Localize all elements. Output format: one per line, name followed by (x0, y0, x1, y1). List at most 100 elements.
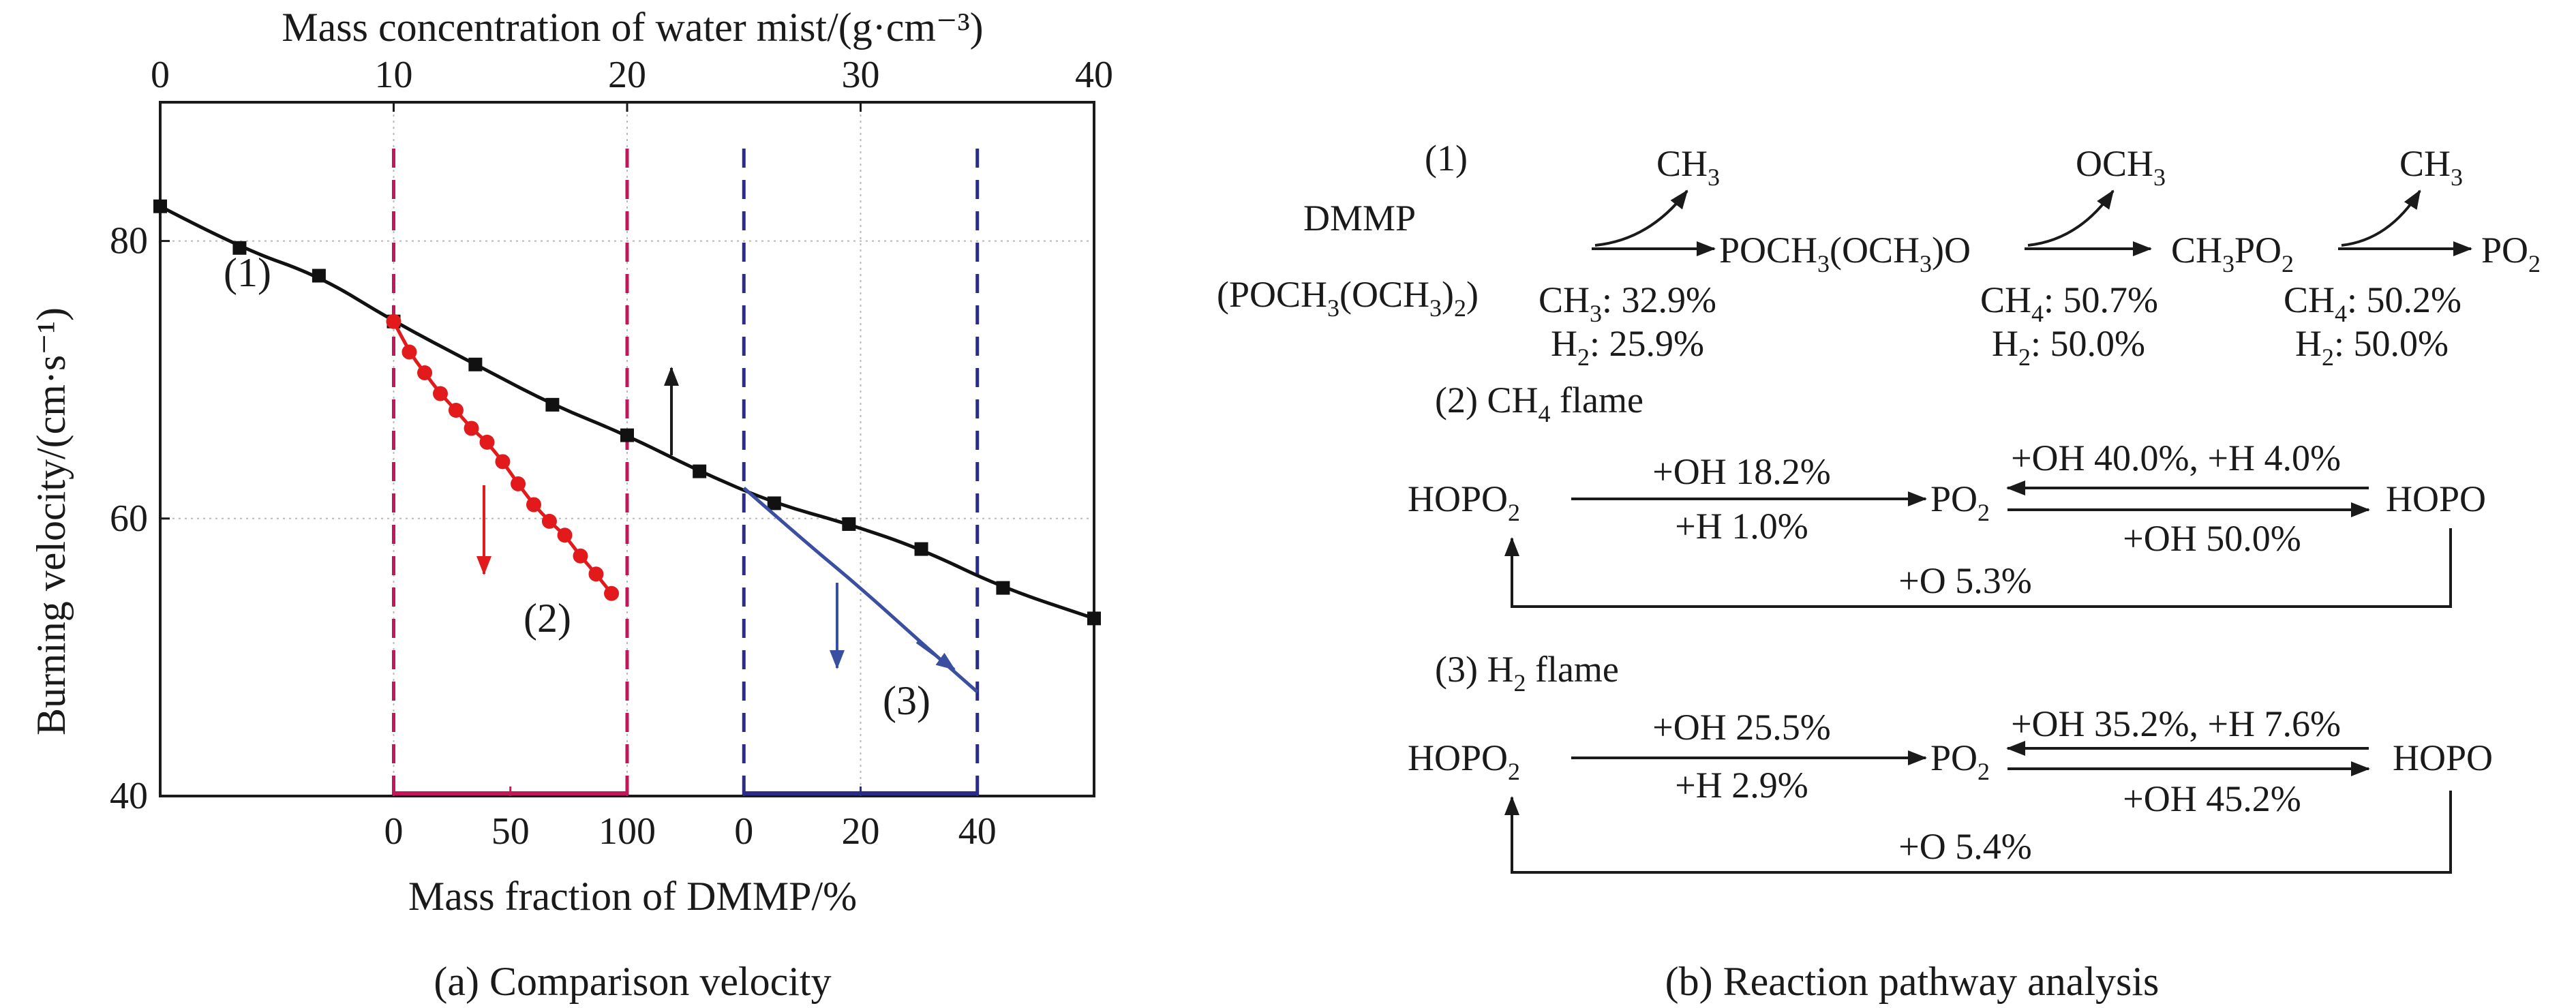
xtop-tick-label-10: 10 (375, 54, 413, 96)
loss1: CH3 (1656, 143, 1720, 191)
p2-fwd-bottom: +H 1.0% (1675, 506, 1808, 547)
grid (160, 102, 1094, 796)
series-2-point-9 (526, 497, 541, 513)
subaxis-2-tick-label-0: 0 (734, 810, 753, 853)
curve-label-1: (1) (224, 250, 271, 295)
xtop-tick-label-40: 40 (1075, 54, 1113, 96)
series-1-point-8 (767, 496, 781, 510)
pathway2-title: (2) CH4 flame (1435, 380, 1643, 427)
loss2: OCH3 (2076, 143, 2166, 191)
xtop-tick-label-20: 20 (608, 54, 646, 96)
p2-left: HOPO2 (1408, 478, 1520, 526)
p3-loop: +O 5.4% (1898, 826, 2031, 867)
p3-middle: PO2 (1930, 737, 1990, 785)
series-1-point-10 (914, 542, 928, 556)
r2-ch4-yield: CH4: 50.7% (1980, 279, 2158, 327)
step3-loss-arrow (2341, 189, 2421, 247)
series-1-point-6 (620, 428, 634, 442)
curve-label-2: (2) (524, 596, 571, 641)
step1-loss-arrow (1594, 189, 1688, 247)
p2-loop: +O 5.3% (1898, 560, 2031, 601)
series-1-line (159, 204, 1095, 620)
p2-middle: PO2 (1930, 478, 1990, 526)
reactant-name: DMMP (1303, 198, 1416, 239)
p3-loop-arrow (1504, 791, 2452, 874)
p3-fwd-bottom: +H 2.9% (1675, 765, 1808, 806)
p2-loop-arrow (1504, 528, 2452, 608)
subaxis-1-tick-label-50: 50 (491, 810, 530, 853)
pathway-1: (1) DMMP (POCH3(OCH3)2) CH3: 32.9% H2: 2… (1217, 138, 2541, 371)
series-2-point-7 (495, 454, 511, 470)
series-1-point-0 (153, 199, 167, 213)
series-2-point-11 (557, 528, 573, 543)
panel-b: (b) Reaction pathway analysis (1) DMMP (… (1217, 138, 2541, 1004)
p2-right: HOPO (2386, 478, 2486, 519)
panel-a: Mass concentration of water mist/(g·cm⁻³… (29, 5, 1113, 1004)
series-1-point-5 (545, 397, 560, 412)
panel-b-caption: (b) Reaction pathway analysis (1665, 959, 2160, 1004)
bottom-axis-label: Mass fraction of DMMP/% (408, 874, 857, 919)
subaxis-1-tick-label-0: 0 (384, 810, 404, 853)
series-2-point-5 (464, 421, 479, 436)
pathway1-label: (1) (1425, 138, 1468, 179)
loss3: CH3 (2399, 143, 2463, 191)
series-2-point-2 (417, 365, 433, 381)
series-3-line (742, 487, 979, 694)
series-2-point-13 (588, 566, 604, 582)
reactant-formula: (POCH3(OCH3)2) (1217, 274, 1479, 322)
ticks: 40 60 80 0 10 20 30 40 (110, 54, 1113, 817)
y-axis-label: Burning velocity/(cm·s⁻¹) (29, 307, 74, 735)
r1-ch3-yield: CH3: 32.9% (1539, 279, 1716, 327)
series-2-point-12 (573, 548, 588, 564)
series-1-point-9 (842, 517, 856, 531)
species4: PO2 (2481, 230, 2541, 277)
series-2-point-8 (511, 476, 526, 491)
series-2-point-10 (541, 513, 557, 529)
curve-label-3: (3) (883, 678, 930, 723)
p2-fwd-top: +OH 18.2% (1652, 451, 1830, 492)
series-2-point-0 (386, 314, 401, 329)
ytick-label-40: 40 (110, 775, 148, 817)
pathway-3: (3) H2 flame HOPO2 +OH 25.5% +H 2.9% PO2… (1408, 649, 2493, 874)
series-1-point-11 (996, 581, 1010, 595)
subaxis-1-tick-label-100: 100 (598, 810, 656, 853)
p2-back-top: +OH 40.0%, +H 4.0% (2011, 438, 2341, 478)
series-2-point-14 (604, 585, 620, 601)
series-1-point-12 (1087, 611, 1101, 626)
panel-a-caption: (a) Comparison velocity (434, 959, 831, 1004)
species2: POCH3(OCH3)O (1719, 230, 1971, 277)
r1-h2-yield: H2: 25.9% (1551, 323, 1704, 371)
ytick-label-60: 60 (110, 498, 148, 540)
ytick-label-80: 80 (110, 220, 148, 262)
subaxis-2-tick-label-20: 20 (842, 810, 880, 853)
r3-h2-yield: H2: 50.0% (2295, 323, 2449, 371)
p3-left: HOPO2 (1408, 737, 1520, 785)
r2-h2-yield: H2: 50.0% (1992, 323, 2145, 371)
p3-right: HOPO (2393, 737, 2493, 778)
series-2-point-3 (433, 386, 448, 401)
series-2-point-6 (479, 434, 495, 450)
p2-back-bottom: +OH 50.0% (2123, 518, 2301, 559)
region-dashed-lines (392, 149, 980, 796)
subaxis-2-tick-label-40: 40 (958, 810, 997, 853)
r3-ch4-yield: CH4: 50.2% (2284, 279, 2461, 327)
series-1-point-2 (312, 269, 326, 283)
series (153, 199, 1101, 694)
arrow-blue-end (915, 641, 956, 671)
series-1-point-1 (232, 241, 247, 255)
pathway-2: (2) CH4 flame HOPO2 +OH 18.2% +H 1.0% PO… (1408, 380, 2486, 608)
step2-loss-arrow (2027, 189, 2115, 247)
series-2-point-4 (448, 402, 464, 418)
series-1-point-7 (693, 464, 707, 478)
top-axis-label: Mass concentration of water mist/(g·cm⁻³… (282, 5, 983, 50)
pathway3-title: (3) H2 flame (1435, 649, 1619, 697)
p3-fwd-top: +OH 25.5% (1652, 707, 1830, 748)
dmmp-sub-axes: 0 50 100 0 20 40 (384, 786, 997, 853)
xtop-tick-label-30: 30 (842, 54, 880, 96)
xtop-tick-label-0: 0 (151, 54, 170, 96)
series-1-point-4 (468, 357, 483, 371)
species3: CH3PO2 (2171, 230, 2294, 277)
p3-back-bottom: +OH 45.2% (2123, 778, 2301, 819)
p3-back-top: +OH 35.2%, +H 7.6% (2011, 703, 2341, 744)
